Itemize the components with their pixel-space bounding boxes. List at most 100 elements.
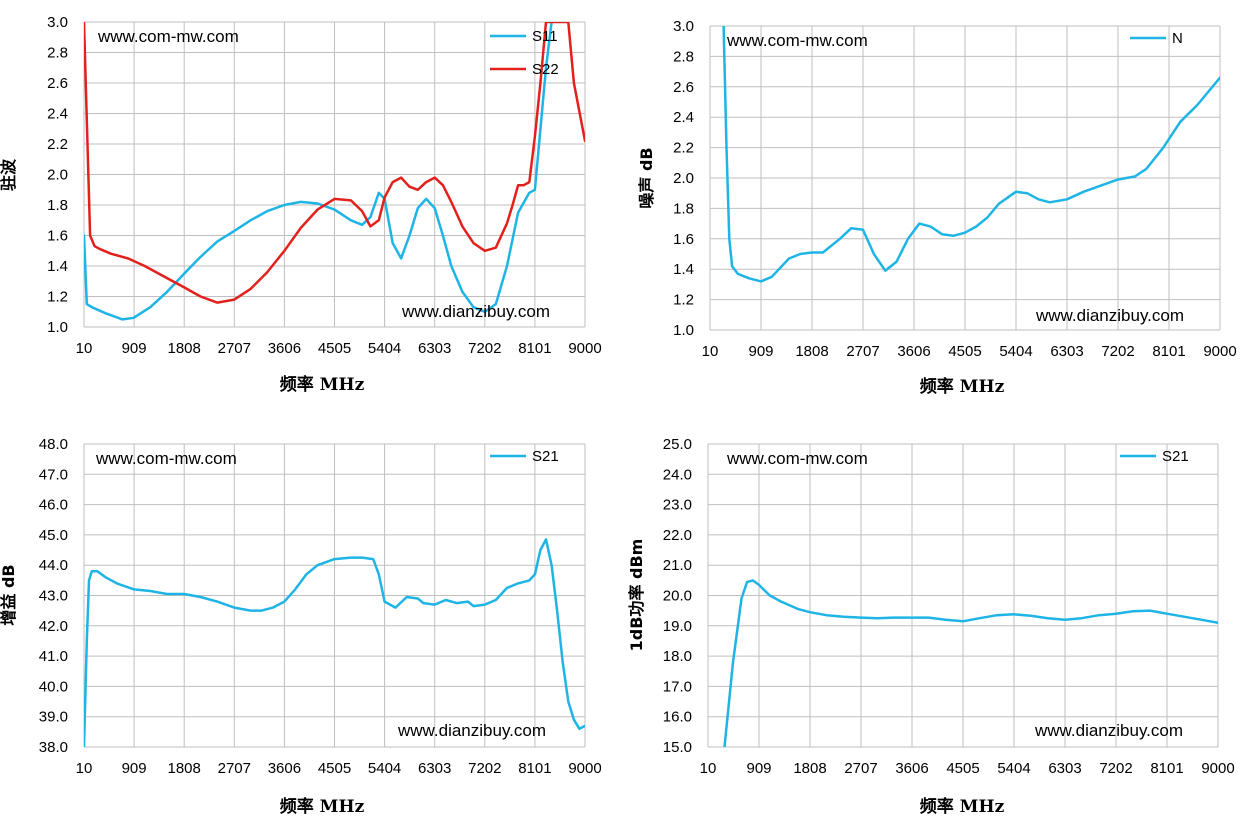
y-tick-label: 43.0 <box>39 587 68 604</box>
y-tick-label: 3.0 <box>47 14 68 31</box>
y-tick-label: 2.2 <box>673 140 694 157</box>
y-tick-label: 40.0 <box>39 678 68 695</box>
y-tick-label: 2.0 <box>47 166 68 183</box>
y-tick-label: 2.6 <box>47 75 68 92</box>
x-tick-label: 5404 <box>997 760 1030 777</box>
y-axis-label: 驻波 <box>0 158 18 191</box>
y-tick-label: 41.0 <box>39 648 68 665</box>
watermark-bottom: www.dianzibuy.com <box>401 302 550 321</box>
x-tick-label: 4505 <box>318 340 351 357</box>
y-tick-label: 25.0 <box>663 436 692 453</box>
y-tick-label: 24.0 <box>663 466 692 483</box>
x-tick-label: 7202 <box>1099 760 1132 777</box>
x-tick-label: 3606 <box>895 760 928 777</box>
x-tick-label: 5404 <box>368 760 401 777</box>
x-axis-label: 频率 MHz <box>280 374 365 395</box>
watermark-top: www.com-mw.com <box>726 31 868 50</box>
x-tick-label: 1808 <box>795 343 828 360</box>
x-tick-label: 9000 <box>1203 343 1236 360</box>
series-line-s21 <box>723 579 1218 747</box>
y-tick-label: 2.8 <box>673 48 694 65</box>
x-tick-label: 4505 <box>948 343 981 360</box>
x-tick-label: 3606 <box>897 343 930 360</box>
x-axis-label: 频率 MHz <box>280 796 365 817</box>
y-tick-label: 16.0 <box>663 709 692 726</box>
watermark-top: www.com-mw.com <box>726 449 868 468</box>
y-tick-label: 17.0 <box>663 678 692 695</box>
legend-label-s22: S22 <box>532 61 559 78</box>
series-line-s11 <box>84 22 553 321</box>
y-tick-label: 1.2 <box>47 288 68 305</box>
x-tick-label: 6303 <box>1048 760 1081 777</box>
x-tick-label: 2707 <box>218 760 251 777</box>
x-axis-label: 频率 MHz <box>920 796 1005 817</box>
x-tick-label: 8101 <box>518 340 551 357</box>
legend-label-s21: S21 <box>532 448 559 465</box>
y-tick-label: 2.2 <box>47 136 68 153</box>
y-tick-label: 39.0 <box>39 709 68 726</box>
y-tick-label: 2.8 <box>47 44 68 61</box>
y-tick-label: 19.0 <box>663 618 692 635</box>
x-tick-label: 4505 <box>946 760 979 777</box>
x-tick-label: 1808 <box>168 760 201 777</box>
x-tick-label: 8101 <box>518 760 551 777</box>
watermark-bottom: www.dianzibuy.com <box>1034 721 1183 740</box>
x-tick-label: 9000 <box>568 340 601 357</box>
y-axis-label: 1dB功率 dBm <box>627 539 646 652</box>
y-tick-label: 2.4 <box>673 109 694 126</box>
watermark-top: www.com-mw.com <box>97 27 239 46</box>
x-tick-label: 2707 <box>846 343 879 360</box>
x-tick-label: 10 <box>702 343 719 360</box>
y-tick-label: 1.6 <box>673 231 694 248</box>
y-tick-label: 38.0 <box>39 739 68 756</box>
x-tick-label: 2707 <box>844 760 877 777</box>
x-tick-label: 4505 <box>318 760 351 777</box>
y-tick-label: 45.0 <box>39 527 68 544</box>
watermark-bottom: www.dianzibuy.com <box>397 721 546 740</box>
series-line-s21 <box>84 538 585 747</box>
y-tick-label: 22.0 <box>663 527 692 544</box>
x-tick-label: 6303 <box>418 760 451 777</box>
x-tick-label: 10 <box>700 760 717 777</box>
y-tick-label: 46.0 <box>39 497 68 514</box>
x-tick-label: 3606 <box>268 760 301 777</box>
x-tick-label: 6303 <box>418 340 451 357</box>
x-axis-label: 频率 MHz <box>920 376 1005 397</box>
y-tick-label: 2.4 <box>47 105 68 122</box>
x-tick-label: 8101 <box>1152 343 1185 360</box>
x-tick-label: 7202 <box>1101 343 1134 360</box>
x-tick-label: 909 <box>122 760 147 777</box>
y-tick-label: 1.8 <box>673 200 694 217</box>
chart-2: 10 909 1808 2707 3606 4505 5404 6303 7202 8101 900… <box>637 18 1237 397</box>
series-line-s22 <box>84 22 585 304</box>
x-tick-label: 5404 <box>999 343 1032 360</box>
y-axis-label: 增益 dB <box>0 564 18 625</box>
x-tick-label: 1808 <box>793 760 826 777</box>
x-tick-label: 8101 <box>1150 760 1183 777</box>
watermark-bottom: www.dianzibuy.com <box>1035 306 1184 325</box>
x-tick-label: 9000 <box>1201 760 1234 777</box>
chart-1: 10 909 1808 2707 3606 4505 5404 6303 7202 8101 900… <box>0 14 602 395</box>
x-tick-label: 6303 <box>1050 343 1083 360</box>
y-tick-label: 44.0 <box>39 557 68 574</box>
y-tick-label: 2.6 <box>673 79 694 96</box>
chart-4: 10 909 1808 2707 3606 4505 5404 6303 7202 8101 900… <box>627 436 1235 817</box>
y-tick-label: 42.0 <box>39 618 68 635</box>
y-tick-label: 2.0 <box>673 170 694 187</box>
y-tick-label: 1.0 <box>673 322 694 339</box>
x-tick-label: 909 <box>748 343 773 360</box>
y-tick-label: 23.0 <box>663 497 692 514</box>
x-tick-label: 2707 <box>218 340 251 357</box>
watermark-top: www.com-mw.com <box>95 449 237 468</box>
y-tick-label: 20.0 <box>663 587 692 604</box>
x-tick-label: 10 <box>76 760 93 777</box>
x-tick-label: 7202 <box>468 760 501 777</box>
y-tick-label: 1.2 <box>673 292 694 309</box>
y-axis-label: 噪声 dB <box>637 147 656 208</box>
y-tick-label: 47.0 <box>39 466 68 483</box>
y-tick-label: 3.0 <box>673 18 694 35</box>
x-tick-label: 1808 <box>168 340 201 357</box>
x-tick-label: 5404 <box>368 340 401 357</box>
y-tick-label: 1.4 <box>673 261 694 278</box>
